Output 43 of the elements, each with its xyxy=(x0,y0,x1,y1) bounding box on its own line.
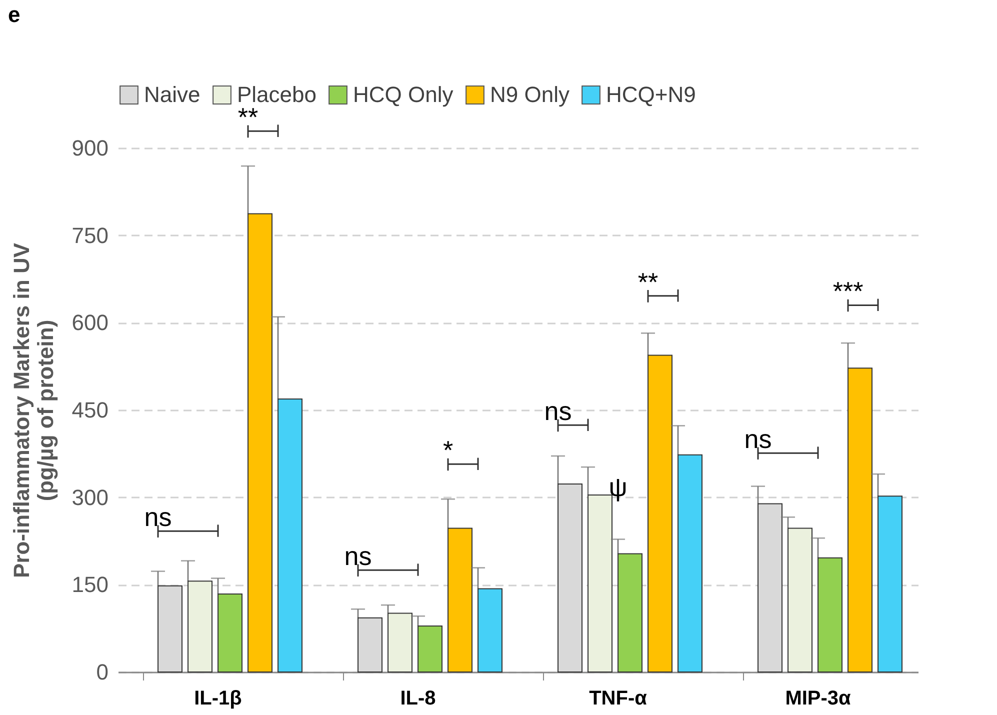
annotation: * xyxy=(442,435,454,466)
annotation: ns xyxy=(144,502,172,532)
bar xyxy=(878,496,902,672)
bar xyxy=(788,528,812,672)
y-tick-label: 450 xyxy=(72,398,108,422)
legend-label: HCQ Only xyxy=(353,82,454,107)
annotation: *** xyxy=(832,276,864,306)
annotation: ns xyxy=(744,424,772,454)
bar xyxy=(358,617,382,672)
annotation: ψ xyxy=(608,472,628,502)
y-tick-label: 750 xyxy=(72,222,108,248)
y-tick-label: 0 xyxy=(96,660,108,684)
bar xyxy=(848,368,872,672)
bar xyxy=(648,354,672,672)
x-tick-label: MIP-3α xyxy=(785,688,852,710)
annotation: ** xyxy=(638,266,658,297)
bar xyxy=(448,528,472,672)
y-tick-label: 900 xyxy=(72,136,108,160)
x-tick-label: TNF-α xyxy=(589,688,648,710)
y-tick-label: 300 xyxy=(72,484,108,510)
bar xyxy=(188,580,212,672)
bar xyxy=(418,626,442,672)
bar xyxy=(248,213,272,672)
x-tick-label: IL-8 xyxy=(400,688,436,710)
y-axis-title: Pro-inflammatory Markers in UV (pg/µg of protein) xyxy=(8,242,58,578)
text: e xyxy=(8,2,20,28)
bar xyxy=(678,454,702,672)
bar xyxy=(278,398,302,672)
legend-label: Naive xyxy=(144,82,200,107)
x-tick-label: IL-1β xyxy=(194,688,242,710)
bar xyxy=(218,593,242,672)
bar xyxy=(618,553,642,672)
y-tick-label: 600 xyxy=(72,310,108,336)
y-tick-label: 150 xyxy=(72,572,108,598)
bar xyxy=(558,483,582,672)
bar xyxy=(818,557,842,672)
bar xyxy=(588,494,612,672)
annotation: ns xyxy=(344,541,372,572)
legend-label: N9 Only xyxy=(490,82,570,107)
annotation: ns xyxy=(544,396,572,426)
bar xyxy=(478,588,502,672)
bar xyxy=(388,612,412,672)
legend-label: HCQ+N9 xyxy=(606,82,696,107)
